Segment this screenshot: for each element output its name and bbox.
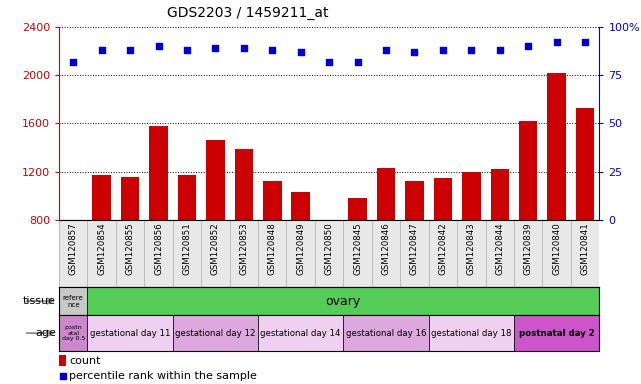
Text: ovary: ovary: [326, 295, 361, 308]
Point: [324, 59, 335, 65]
Text: GSM120841: GSM120841: [581, 222, 590, 275]
Point: [267, 47, 278, 53]
Bar: [377, 168, 395, 220]
Text: refere
nce: refere nce: [63, 295, 83, 308]
Bar: [172, 315, 258, 351]
Bar: [576, 108, 594, 220]
Point: [580, 39, 590, 45]
Bar: [235, 149, 253, 220]
Text: GSM120857: GSM120857: [69, 222, 78, 275]
Point: [68, 59, 78, 65]
Point: [238, 45, 249, 51]
Text: gestational day 12: gestational day 12: [175, 329, 256, 338]
Bar: [59, 287, 87, 315]
Text: tissue: tissue: [23, 296, 56, 306]
Bar: [178, 175, 196, 220]
Bar: [348, 198, 367, 220]
Bar: [263, 181, 281, 220]
Point: [153, 43, 163, 49]
Point: [58, 372, 68, 379]
Text: GSM120839: GSM120839: [524, 222, 533, 275]
Bar: [59, 315, 87, 351]
Point: [551, 39, 562, 45]
Point: [466, 47, 476, 53]
Text: GSM120855: GSM120855: [126, 222, 135, 275]
Point: [353, 59, 363, 65]
Text: GSM120844: GSM120844: [495, 222, 504, 275]
Text: gestational day 14: gestational day 14: [260, 329, 341, 338]
Text: gestational day 11: gestational day 11: [90, 329, 171, 338]
Point: [296, 49, 306, 55]
Text: GSM120851: GSM120851: [183, 222, 192, 275]
Text: percentile rank within the sample: percentile rank within the sample: [69, 371, 257, 381]
Bar: [405, 181, 424, 220]
Text: postn
atal
day 0.5: postn atal day 0.5: [62, 325, 85, 341]
Point: [125, 47, 135, 53]
Bar: [490, 169, 509, 220]
Text: postnatal day 2: postnatal day 2: [519, 329, 595, 338]
Text: GSM120847: GSM120847: [410, 222, 419, 275]
Text: GSM120848: GSM120848: [268, 222, 277, 275]
Bar: [462, 172, 481, 220]
Text: GSM120842: GSM120842: [438, 222, 447, 275]
Bar: [344, 315, 429, 351]
Text: GSM120852: GSM120852: [211, 222, 220, 275]
Point: [210, 45, 221, 51]
Text: GDS2203 / 1459211_at: GDS2203 / 1459211_at: [167, 6, 329, 20]
Bar: [206, 141, 224, 220]
Text: gestational day 16: gestational day 16: [345, 329, 426, 338]
Bar: [429, 315, 514, 351]
Text: GSM120846: GSM120846: [381, 222, 390, 275]
Bar: [514, 315, 599, 351]
Point: [495, 47, 505, 53]
Point: [523, 43, 533, 49]
Bar: [59, 355, 66, 366]
Bar: [434, 178, 452, 220]
Text: GSM120845: GSM120845: [353, 222, 362, 275]
Bar: [258, 315, 344, 351]
Text: GSM120840: GSM120840: [552, 222, 561, 275]
Point: [182, 47, 192, 53]
Bar: [547, 73, 566, 220]
Text: GSM120856: GSM120856: [154, 222, 163, 275]
Text: GSM120853: GSM120853: [239, 222, 248, 275]
Text: GSM120849: GSM120849: [296, 222, 305, 275]
Bar: [87, 315, 172, 351]
Text: age: age: [35, 328, 56, 338]
Point: [97, 47, 107, 53]
Bar: [149, 126, 168, 220]
Bar: [519, 121, 537, 220]
Bar: [121, 177, 139, 220]
Point: [438, 47, 448, 53]
Bar: [92, 175, 111, 220]
Text: GSM120843: GSM120843: [467, 222, 476, 275]
Point: [410, 49, 420, 55]
Text: count: count: [69, 356, 101, 366]
Point: [381, 47, 391, 53]
Text: GSM120854: GSM120854: [97, 222, 106, 275]
Bar: [292, 192, 310, 220]
Text: GSM120850: GSM120850: [324, 222, 334, 275]
Text: gestational day 18: gestational day 18: [431, 329, 512, 338]
